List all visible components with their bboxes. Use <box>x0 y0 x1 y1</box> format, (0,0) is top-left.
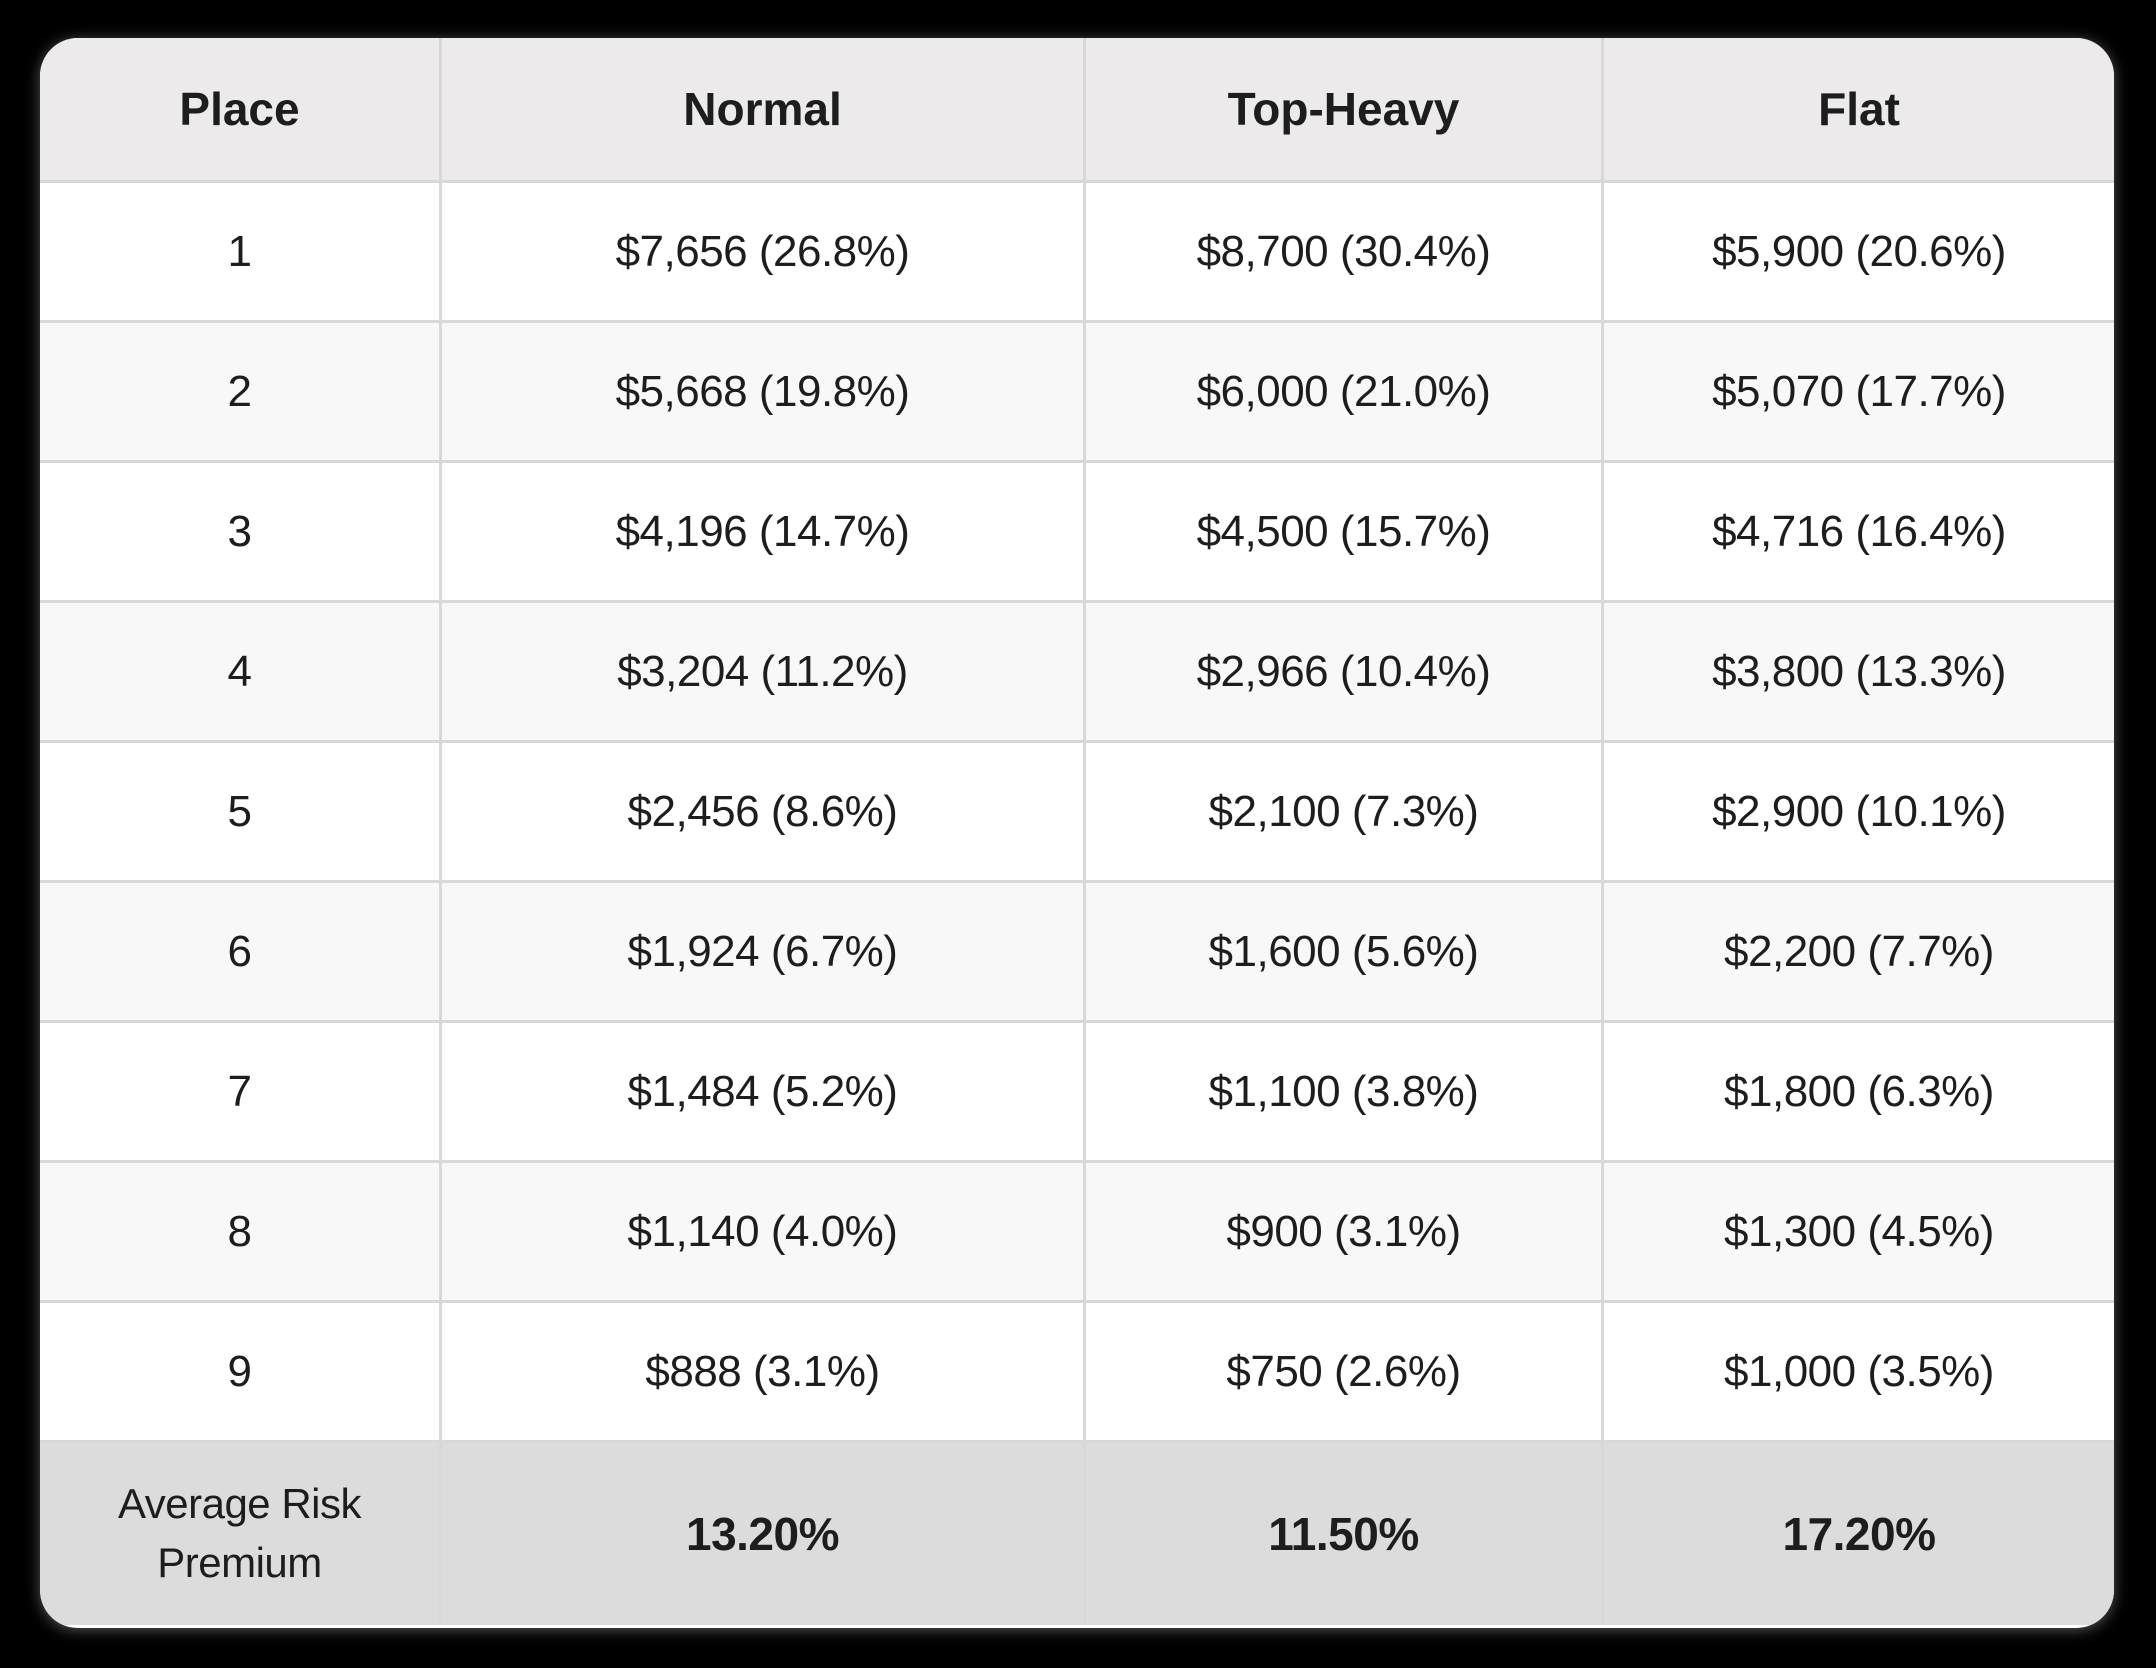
normal-cell: $888 (3.1%) <box>439 1303 1083 1440</box>
normal-cell: $1,484 (5.2%) <box>439 1023 1083 1160</box>
place-cell: 4 <box>227 646 252 696</box>
top-heavy-cell: $1,600 (5.6%) <box>1083 883 1601 1020</box>
table-row-place-9: 9 $888 (3.1%) $750 (2.6%) $1,000 (3.5%) <box>40 1300 2114 1440</box>
table-row-place-2: 2 $5,668 (19.8%) $6,000 (21.0%) $5,070 (… <box>40 320 2114 460</box>
flat-cell: $2,200 (7.7%) <box>1601 883 2114 1020</box>
table-row-place-4: 4 $3,204 (11.2%) $2,966 (10.4%) $3,800 (… <box>40 600 2114 740</box>
normal-cell: $4,196 (14.7%) <box>439 463 1083 600</box>
flat-cell: $5,900 (20.6%) <box>1601 183 2114 320</box>
table-row-place-7: 7 $1,484 (5.2%) $1,100 (3.8%) $1,800 (6.… <box>40 1020 2114 1160</box>
normal-cell: $1,140 (4.0%) <box>439 1163 1083 1300</box>
average-risk-premium-row: Average Risk Premium 13.20% 11.50% 17.20… <box>40 1440 2114 1625</box>
place-cell: 3 <box>227 506 252 556</box>
average-risk-premium-flat-value: 17.20% <box>1601 1443 2114 1625</box>
top-heavy-cell: $900 (3.1%) <box>1083 1163 1601 1300</box>
top-heavy-cell: $4,500 (15.7%) <box>1083 463 1601 600</box>
top-heavy-cell: $8,700 (30.4%) <box>1083 183 1601 320</box>
flat-cell: $1,000 (3.5%) <box>1601 1303 2114 1440</box>
place-cell: 7 <box>227 1066 252 1116</box>
table-row-place-1: 1 $7,656 (26.8%) $8,700 (30.4%) $5,900 (… <box>40 180 2114 320</box>
flat-cell: $2,900 (10.1%) <box>1601 743 2114 880</box>
place-cell: 6 <box>227 926 252 976</box>
normal-cell: $3,204 (11.2%) <box>439 603 1083 740</box>
average-risk-premium-normal-value: 13.20% <box>439 1443 1083 1625</box>
column-header-flat: Flat <box>1601 38 2114 180</box>
flat-cell: $5,070 (17.7%) <box>1601 323 2114 460</box>
payout-table-card: Place Normal Top-Heavy Flat 1 $7,656 (26… <box>40 38 2114 1628</box>
top-heavy-cell: $6,000 (21.0%) <box>1083 323 1601 460</box>
place-cell: 1 <box>227 226 252 276</box>
place-cell: 2 <box>227 366 252 416</box>
normal-cell: $7,656 (26.8%) <box>439 183 1083 320</box>
place-cell: 5 <box>227 786 252 836</box>
flat-cell: $1,300 (4.5%) <box>1601 1163 2114 1300</box>
column-header-place: Place <box>179 83 300 135</box>
normal-cell: $2,456 (8.6%) <box>439 743 1083 880</box>
normal-cell: $1,924 (6.7%) <box>439 883 1083 1020</box>
top-heavy-cell: $1,100 (3.8%) <box>1083 1023 1601 1160</box>
top-heavy-cell: $2,100 (7.3%) <box>1083 743 1601 880</box>
table-row-place-6: 6 $1,924 (6.7%) $1,600 (5.6%) $2,200 (7.… <box>40 880 2114 1020</box>
header-row: Place Normal Top-Heavy Flat <box>40 38 2114 180</box>
table-row-place-5: 5 $2,456 (8.6%) $2,100 (7.3%) $2,900 (10… <box>40 740 2114 880</box>
column-header-top-heavy: Top-Heavy <box>1083 38 1601 180</box>
top-heavy-cell: $2,966 (10.4%) <box>1083 603 1601 740</box>
flat-cell: $4,716 (16.4%) <box>1601 463 2114 600</box>
top-heavy-cell: $750 (2.6%) <box>1083 1303 1601 1440</box>
flat-cell: $1,800 (6.3%) <box>1601 1023 2114 1160</box>
average-risk-premium-top-heavy-value: 11.50% <box>1083 1443 1601 1625</box>
average-risk-premium-label: Average Risk Premium <box>117 1480 362 1586</box>
place-cell: 8 <box>227 1206 252 1256</box>
place-cell: 9 <box>227 1346 252 1396</box>
flat-cell: $3,800 (13.3%) <box>1601 603 2114 740</box>
table-row-place-3: 3 $4,196 (14.7%) $4,500 (15.7%) $4,716 (… <box>40 460 2114 600</box>
normal-cell: $5,668 (19.8%) <box>439 323 1083 460</box>
column-header-normal: Normal <box>439 38 1083 180</box>
table-row-place-8: 8 $1,140 (4.0%) $900 (3.1%) $1,300 (4.5%… <box>40 1160 2114 1300</box>
